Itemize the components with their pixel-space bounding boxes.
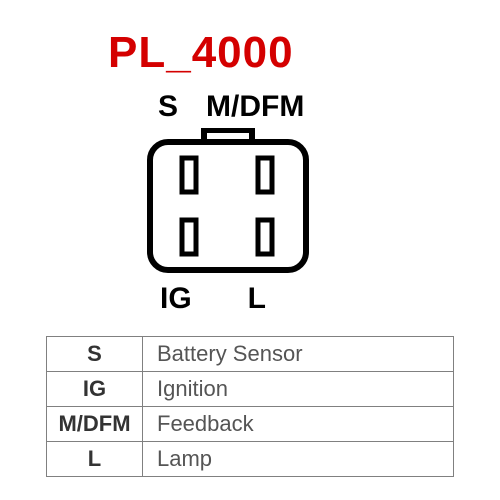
connector-top-labels: S M/DFM — [158, 90, 360, 124]
legend-desc: Lamp — [143, 442, 454, 477]
connector-bottom-labels: IG L — [160, 282, 360, 316]
pin-label-l: L — [248, 282, 266, 316]
pin-label-s: S — [158, 90, 178, 124]
pin-legend-table: S Battery Sensor IG Ignition M/DFM Feedb… — [46, 336, 454, 477]
connector-body-icon — [140, 128, 330, 278]
legend-symbol: S — [47, 337, 143, 372]
legend-symbol: IG — [47, 372, 143, 407]
legend-desc: Battery Sensor — [143, 337, 454, 372]
legend-symbol: M/DFM — [47, 407, 143, 442]
table-row: M/DFM Feedback — [47, 407, 454, 442]
pin-label-mdfm: M/DFM — [206, 90, 304, 124]
table-row: S Battery Sensor — [47, 337, 454, 372]
connector-diagram: S M/DFM IG L — [140, 90, 360, 316]
legend-symbol: L — [47, 442, 143, 477]
legend-desc: Feedback — [143, 407, 454, 442]
legend-desc: Ignition — [143, 372, 454, 407]
table-row: L Lamp — [47, 442, 454, 477]
part-number-title: PL_4000 — [108, 28, 294, 78]
table-row: IG Ignition — [47, 372, 454, 407]
pin-label-ig: IG — [160, 282, 192, 316]
